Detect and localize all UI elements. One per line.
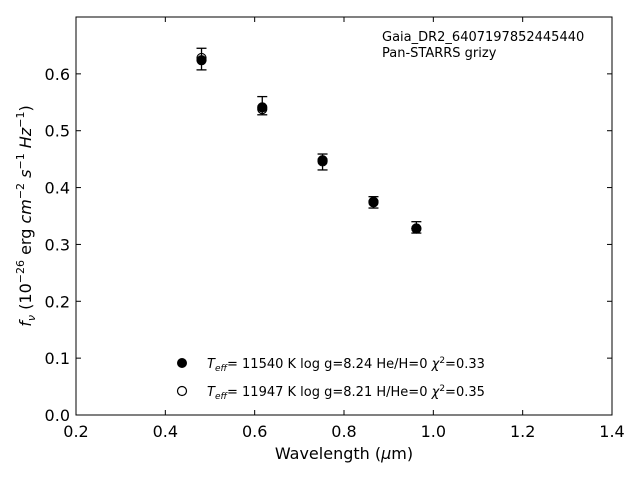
legend-entry-1: Teff= 11540 K log g=8.24 He/H=0 χ2=0.33: [207, 356, 485, 374]
data-marks: [196, 47, 422, 234]
x-tick-label: 1.4: [599, 422, 624, 441]
y-tick-label: 0.3: [45, 235, 70, 254]
y-tick-label: 0.5: [45, 122, 70, 141]
annotation-line1: Gaia_DR2_6407197852445440: [382, 30, 584, 45]
y-tick-label: 0.1: [45, 349, 70, 368]
legend-entry-2: Teff= 11947 K log g=8.21 H/He=0 χ2=0.35: [207, 384, 485, 402]
x-axis-label: Wavelength (μm): [275, 444, 413, 463]
x-tick-label: 0.4: [153, 422, 178, 441]
y-tick-label: 0.0: [45, 406, 70, 425]
plot-area-frame: [75, 16, 613, 416]
legend: Teff= 11540 K log g=8.24 He/H=0 χ2=0.33 …: [176, 356, 485, 402]
model-point-open: [368, 197, 379, 208]
x-tick-label: 0.2: [63, 422, 88, 441]
x-tick-label: 0.8: [331, 422, 356, 441]
x-tick-label: 1.2: [510, 422, 535, 441]
x-tick-label: 1.0: [421, 422, 446, 441]
y-tick-label: 0.6: [45, 65, 70, 84]
axis-ticks: 0.2 0.4 0.6 0.8 1.0 1.2 1.4 0.0 0.1 0.2 0.3 0.4 0.5 0…: [45, 17, 625, 441]
model-point-open: [411, 223, 422, 234]
legend-marker-open: [176, 385, 188, 397]
model-point-open: [257, 104, 268, 115]
y-axis-label: fν (10−26 erg cm−2 s−1 Hz−1): [14, 105, 38, 326]
annotation-line2: Pan-STARRS grizy: [382, 46, 497, 61]
legend-marker-filled: [177, 358, 187, 368]
x-tick-label: 0.6: [242, 422, 267, 441]
model-point-open: [196, 52, 207, 64]
model-point-open: [317, 156, 328, 167]
y-tick-label: 0.4: [45, 179, 70, 198]
model-point-filled: [196, 55, 207, 66]
y-tick-label: 0.2: [45, 292, 70, 311]
